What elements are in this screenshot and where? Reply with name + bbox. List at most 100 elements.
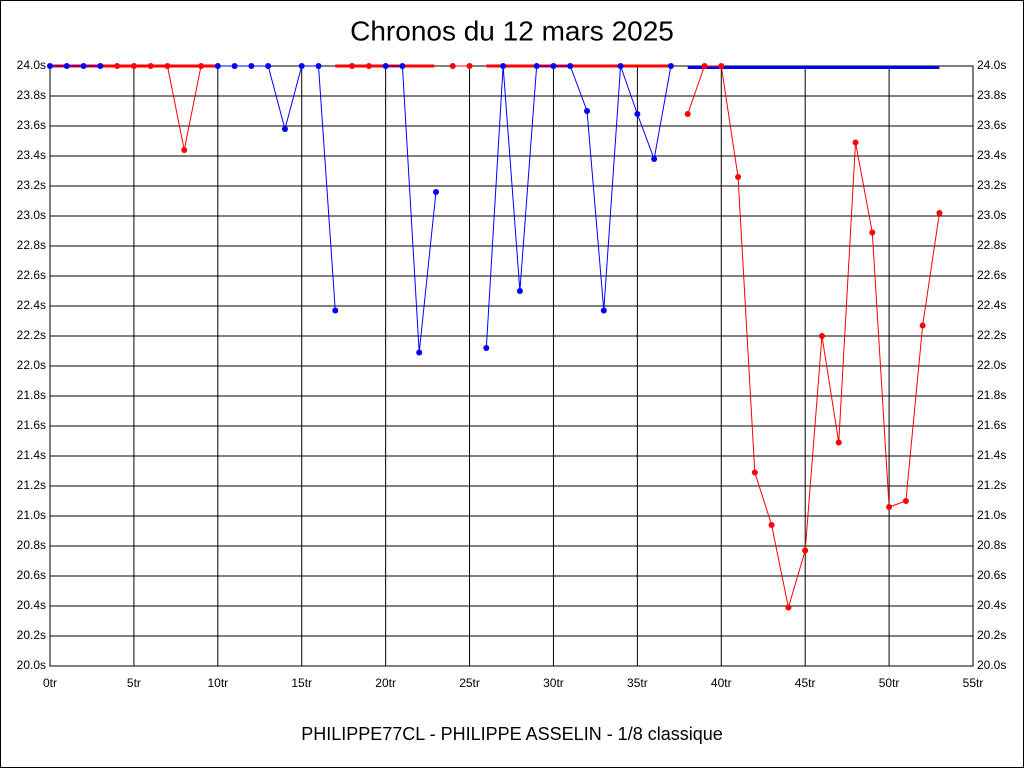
y2-tick-label: 20.0s (977, 658, 1006, 672)
data-point (164, 63, 171, 69)
x-tick-label: 15tr (291, 676, 312, 690)
y-tick-label: 22.4s (17, 298, 46, 312)
data-point (818, 333, 825, 339)
data-point (919, 322, 926, 329)
data-point (852, 139, 859, 146)
data-point (281, 126, 288, 132)
data-point (802, 547, 809, 554)
y-tick-label: 22.2s (17, 328, 46, 342)
x-tick-label: 55tr (963, 676, 984, 690)
y2-tick-label: 23.2s (977, 178, 1006, 192)
data-point (80, 63, 87, 69)
data-point (869, 229, 876, 236)
data-point (382, 63, 389, 69)
y2-tick-label: 21.8s (977, 388, 1006, 402)
data-point (667, 63, 674, 69)
y2-tick-label: 22.8s (977, 238, 1006, 252)
y-tick-label: 20.0s (17, 658, 46, 672)
x-tick-label: 35tr (627, 676, 648, 690)
data-point (416, 349, 423, 356)
data-point (483, 345, 490, 351)
data-point (147, 63, 154, 69)
data-point (567, 63, 574, 69)
data-point (902, 498, 909, 504)
series-line (117, 65, 940, 608)
data-point (785, 604, 792, 611)
y2-tick-label: 22.4s (977, 298, 1006, 312)
y2-tick-label: 22.2s (977, 328, 1006, 342)
y2-tick-label: 21.4s (977, 448, 1006, 462)
y2-tick-label: 20.8s (977, 538, 1006, 552)
data-point (315, 63, 322, 69)
y2-tick-label: 23.6s (977, 118, 1006, 132)
y2-tick-label: 21.6s (977, 418, 1006, 432)
data-point (886, 504, 893, 510)
data-point (617, 63, 624, 69)
y2-tick-label: 21.0s (977, 508, 1006, 522)
data-point (735, 174, 742, 180)
data-point (600, 307, 607, 314)
data-point (768, 522, 775, 528)
y2-tick-label: 24.0s (977, 58, 1006, 72)
series-line (50, 65, 672, 353)
data-point (835, 439, 842, 446)
data-point (651, 156, 658, 162)
y-tick-label: 20.4s (17, 598, 46, 612)
x-tick-label: 5tr (127, 676, 141, 690)
y-tick-label: 23.4s (17, 148, 46, 162)
data-point (214, 63, 221, 69)
y-tick-label: 22.6s (17, 268, 46, 282)
data-point (248, 63, 255, 69)
data-point (181, 147, 188, 153)
x-tick-label: 0tr (43, 676, 57, 690)
data-point (684, 111, 691, 117)
data-point (432, 189, 439, 195)
y-tick-label: 21.0s (17, 508, 46, 522)
data-point (500, 63, 507, 69)
data-point (365, 63, 372, 69)
y2-tick-label: 22.0s (977, 358, 1006, 372)
y2-tick-label: 20.4s (977, 598, 1006, 612)
data-point (265, 63, 272, 69)
y-tick-label: 20.2s (17, 628, 46, 642)
y-tick-label: 23.2s (17, 178, 46, 192)
x-tick-label: 50tr (879, 676, 900, 690)
y2-tick-label: 23.4s (977, 148, 1006, 162)
data-point (97, 63, 104, 69)
data-point (231, 63, 238, 69)
y-tick-label: 21.6s (17, 418, 46, 432)
y-tick-label: 20.6s (17, 568, 46, 582)
data-point (63, 63, 70, 69)
y-tick-label: 23.8s (17, 88, 46, 102)
chart-title: Chronos du 12 mars 2025 (350, 15, 674, 46)
y2-tick-label: 21.2s (977, 478, 1006, 492)
y-tick-label: 20.8s (17, 538, 46, 552)
x-tick-label: 45tr (795, 676, 816, 690)
data-point (701, 63, 708, 69)
y-tick-label: 22.8s (17, 238, 46, 252)
y-tick-label: 23.6s (17, 118, 46, 132)
data-point (936, 210, 943, 216)
y-tick-label: 21.2s (17, 478, 46, 492)
y-tick-label: 22.0s (17, 358, 46, 372)
data-point (349, 63, 356, 69)
y2-tick-label: 22.6s (977, 268, 1006, 282)
y-tick-label: 21.4s (17, 448, 46, 462)
y2-tick-label: 23.8s (977, 88, 1006, 102)
data-point (198, 63, 205, 69)
data-point (751, 469, 758, 476)
data-point (298, 63, 305, 69)
data-point (516, 288, 523, 294)
y2-tick-label: 20.6s (977, 568, 1006, 582)
data-point (634, 111, 641, 117)
data-point (550, 63, 557, 69)
data-point (449, 63, 456, 69)
y-tick-label: 21.8s (17, 388, 46, 402)
data-point (466, 63, 473, 69)
x-axis-label: PHILIPPE77CL - PHILIPPE ASSELIN - 1/8 cl… (301, 724, 723, 744)
x-tick-label: 10tr (207, 676, 228, 690)
x-tick-label: 40tr (711, 676, 732, 690)
y-tick-label: 24.0s (17, 58, 46, 72)
